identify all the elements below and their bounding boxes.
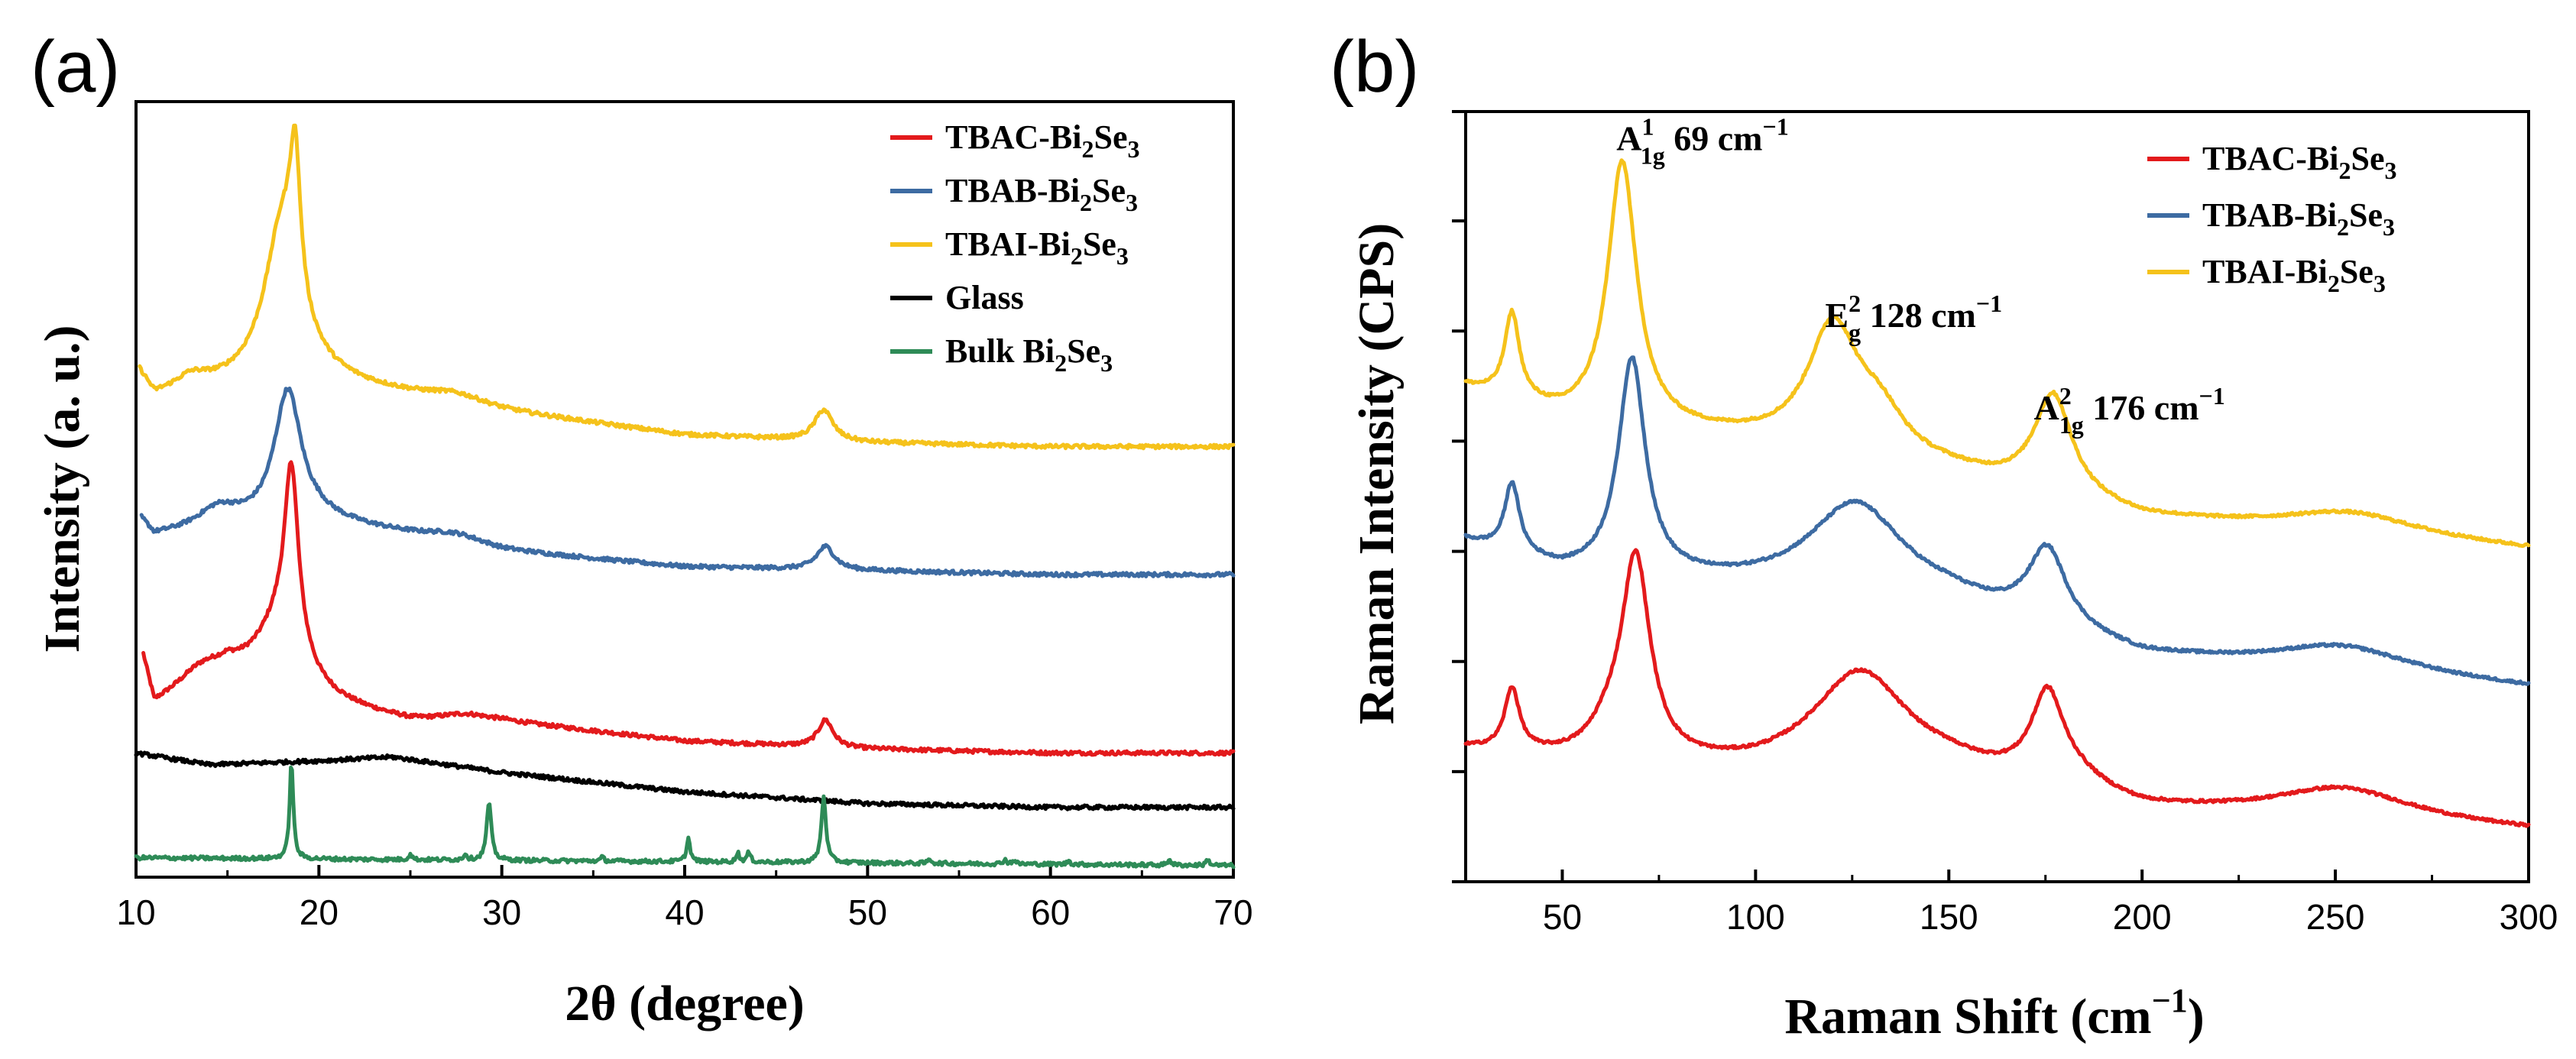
- legend-subscript: 3: [1116, 242, 1129, 270]
- mode-subscript: 1g: [1641, 141, 1665, 169]
- legend-label-tbai: TBAI-Bi2Se3: [945, 225, 1129, 270]
- legend-subscript: 3: [2383, 213, 2395, 241]
- panel-b-x-axis-title-tail: ): [2188, 989, 2205, 1044]
- mode-value: 128 cm: [1861, 296, 1976, 335]
- series-line-tbab: [1463, 355, 2531, 686]
- legend-text-part: TBAI-Bi: [2202, 253, 2328, 290]
- legend-text-part: TBAI-Bi: [945, 225, 1071, 263]
- mode-superscript: 2: [1849, 290, 1861, 317]
- series-line-tbab: [139, 386, 1236, 578]
- legend-label-tbab: TBAB-Bi2Se3: [2202, 196, 2395, 241]
- legend-text-part: Se: [2340, 253, 2373, 290]
- panel-b-x-axis-title: Raman Shift (cm−1): [1784, 982, 2204, 1044]
- panel-b-y-axis-title: Raman Intensity (CPS): [1349, 223, 1405, 724]
- legend-subscript: 2: [2337, 213, 2349, 241]
- series-line-tbai: [1463, 158, 2531, 549]
- mode-annotation-2: A2 1g 176 cm−1: [2034, 382, 2225, 439]
- mode-symbol: E: [1825, 296, 1849, 335]
- mode-annotation-1: E2 g 128 cm−1: [1825, 290, 2002, 346]
- legend-subscript: 2: [2338, 157, 2351, 184]
- legend-label-glass: Glass: [945, 279, 1024, 316]
- panel-b: (b) 50 100 150 200 250 300 Raman Shift (cm−1)…: [1330, 26, 2558, 1044]
- panel-b-x-axis: 50 100 150 200 250 300: [1452, 110, 2558, 937]
- legend-text-part: Se: [2349, 196, 2383, 234]
- legend-text-part: Glass: [945, 279, 1024, 316]
- legend-label-tbab: TBAB-Bi2Se3: [945, 172, 1138, 216]
- series-line-glass: [134, 750, 1236, 811]
- legend-subscript: 2: [1081, 135, 1094, 163]
- series-line-tbac: [1463, 548, 2531, 828]
- legend-subscript: 2: [2328, 270, 2340, 297]
- legend-text-part: TBAC-Bi: [945, 118, 1081, 156]
- panel-a-plot-area: [134, 123, 1236, 870]
- x-tick-label: 200: [2113, 897, 2172, 937]
- mode-subscript: g: [1849, 319, 1861, 346]
- x-tick-label: 300: [2500, 897, 2558, 937]
- mode-annotation-0: A1 1g 69 cm−1: [1616, 112, 1788, 169]
- legend-text-part: Se: [1094, 118, 1127, 156]
- legend-label-tbai: TBAI-Bi2Se3: [2202, 253, 2386, 297]
- panel-a: (a) 10 20 30 40 50 60 70 2θ (degree) Intensity…: [31, 26, 1253, 1031]
- x-tick-label: 10: [116, 892, 155, 932]
- mode-exponent: −1: [2199, 382, 2225, 410]
- panel-a-legend: TBAC-Bi2Se3TBAB-Bi2Se3TBAI-Bi2Se3GlassBu…: [890, 118, 1139, 377]
- panel-b-x-axis-title-exponent: −1: [2152, 982, 2188, 1019]
- legend-text-part: Se: [1092, 172, 1126, 209]
- panel-b-frame: [1464, 110, 2530, 883]
- x-tick-label: 50: [1543, 897, 1582, 937]
- legend-subscript: 3: [1100, 349, 1113, 377]
- panel-a-x-axis-title: 2θ (degree): [565, 976, 805, 1031]
- panel-b-label: (b): [1330, 26, 1419, 108]
- x-tick-label: 150: [1920, 897, 1978, 937]
- legend-subscript: 3: [1127, 135, 1139, 163]
- legend-subscript: 3: [2384, 157, 2396, 184]
- mode-exponent: −1: [1976, 290, 2002, 317]
- panel-b-plot-area: [1463, 158, 2531, 828]
- legend-text-part: Se: [1067, 332, 1100, 370]
- legend-subscript: 2: [1071, 242, 1083, 270]
- legend-label-bulk: Bulk Bi2Se3: [945, 332, 1113, 377]
- legend-text-part: Bulk Bi: [945, 332, 1055, 370]
- x-tick-label: 40: [665, 892, 704, 932]
- legend-text-part: TBAB-Bi: [945, 172, 1080, 209]
- legend-subscript: 3: [1126, 189, 1138, 216]
- series-line-tbac: [141, 460, 1236, 757]
- mode-superscript: 2: [2059, 382, 2072, 410]
- x-tick-label: 60: [1031, 892, 1070, 932]
- series-line-tbai: [138, 123, 1236, 451]
- x-tick-label: 70: [1213, 892, 1252, 932]
- mode-exponent: −1: [1762, 112, 1788, 140]
- mode-subscript: 1g: [2059, 411, 2084, 439]
- legend-subscript: 2: [1080, 189, 1092, 216]
- x-tick-label: 100: [1726, 897, 1785, 937]
- legend-label-tbac: TBAC-Bi2Se3: [2202, 140, 2396, 184]
- x-tick-label: 30: [482, 892, 521, 932]
- mode-superscript: 1: [1642, 112, 1654, 140]
- x-tick-label: 20: [300, 892, 339, 932]
- legend-text-part: Se: [2351, 140, 2384, 177]
- x-tick-label: 250: [2306, 897, 2365, 937]
- panel-a-x-axis: 10 20 30 40 50 60 70: [116, 865, 1253, 932]
- mode-symbol: A: [1616, 118, 1641, 157]
- legend-text-part: TBAC-Bi: [2202, 140, 2338, 177]
- panel-a-y-axis-title: Intensity (a. u.): [34, 325, 90, 653]
- legend-text-part: TBAB-Bi: [2202, 196, 2337, 234]
- x-tick-label: 50: [848, 892, 887, 932]
- panel-b-annotations: A1 1g 69 cm−1E2 g 128 cm−1A2 1g 176 cm−1: [1616, 112, 2225, 439]
- mode-symbol: A: [2034, 388, 2059, 427]
- legend-subscript: 2: [1055, 349, 1067, 377]
- panel-b-x-axis-title-text: Raman Shift (cm: [1784, 989, 2151, 1044]
- series-line-bulk: [134, 765, 1236, 870]
- legend-label-tbac: TBAC-Bi2Se3: [945, 118, 1139, 163]
- mode-value: 69 cm: [1665, 118, 1763, 157]
- legend-subscript: 3: [2373, 270, 2386, 297]
- legend-text-part: Se: [1083, 225, 1116, 263]
- panel-a-label: (a): [31, 26, 120, 108]
- mode-value: 176 cm: [2084, 388, 2199, 427]
